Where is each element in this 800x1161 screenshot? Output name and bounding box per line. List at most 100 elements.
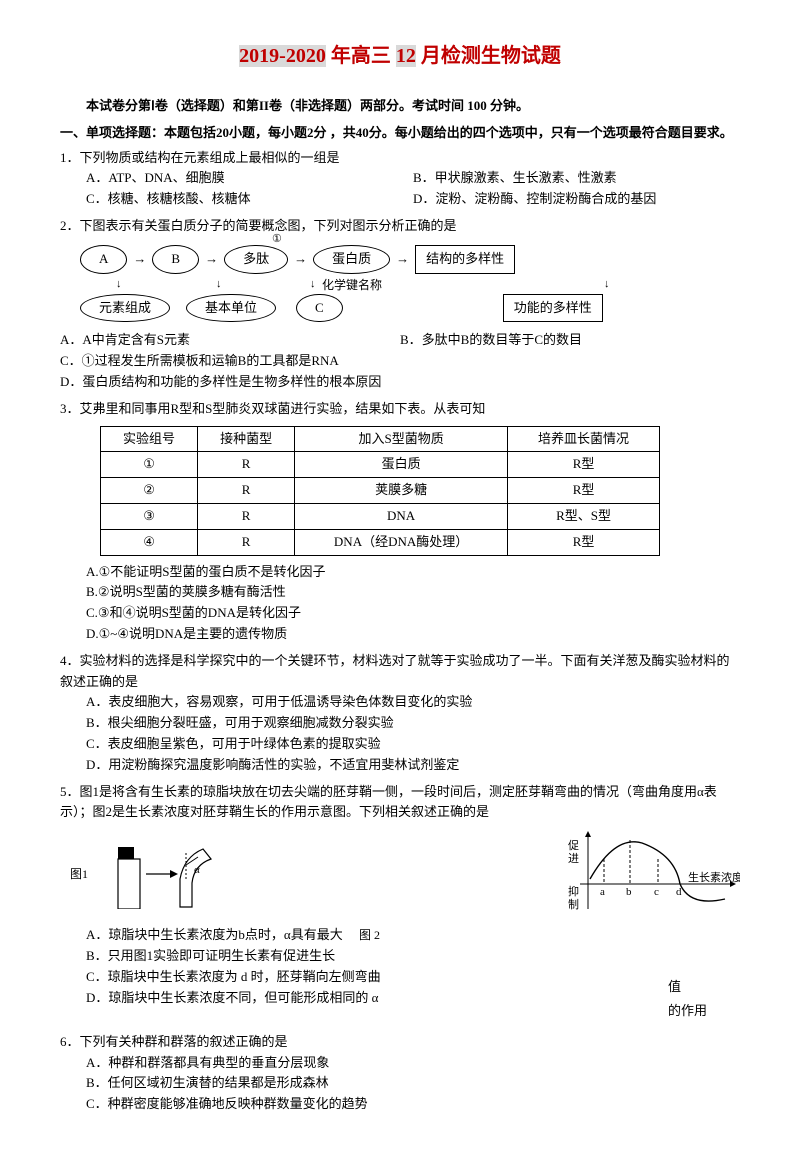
q6-opt-a: A．种群和群落都具有典型的垂直分层现象 <box>86 1053 740 1074</box>
svg-text:制: 制 <box>568 898 579 911</box>
q3-opt-d: D.①~④说明DNA是主要的遗传物质 <box>86 624 740 645</box>
node-polypeptide: 多肽 <box>224 245 288 274</box>
q2-opt-b: B．多肽中B的数目等于C的数目 <box>400 330 582 351</box>
arrow-icon: → <box>294 249 307 270</box>
q3-opt-b: B.②说明S型菌的荚膜多糖有酶活性 <box>86 582 740 603</box>
title-hl2: 12 <box>396 45 416 67</box>
q5-opt-a: A．琼脂块中生长素浓度为b点时，α具有最大 图 2 <box>86 925 660 946</box>
arrow-down-icon: ↓ <box>604 276 610 294</box>
question-1: 1．下列物质或结构在元素组成上最相似的一组是 A．ATP、DNA、细胞膜 B．甲… <box>60 148 740 210</box>
q5-opt-d: D．琼脂块中生长素浓度不同，但可能形成相同的 α <box>86 988 660 1009</box>
question-2: 2．下图表示有关蛋白质分子的简要概念图，下列对图示分析正确的是 A → B → … <box>60 216 740 393</box>
page-title: 2019-2020 年高三 12 月检测生物试题 <box>60 40 740 72</box>
q1-opt-c: C．核糖、核糖核酸、核糖体 <box>86 189 413 210</box>
q6-opt-b: B．任何区域初生演替的结果都是形成森林 <box>86 1073 740 1094</box>
th: 实验组号 <box>101 426 198 452</box>
q4-opt-a: A．表皮细胞大，容易观察，可用于低温诱导染色体数目变化的实验 <box>86 692 740 713</box>
q5-right2: 的作用 <box>668 999 740 1022</box>
arrow-icon: → <box>205 249 218 270</box>
td: R <box>198 529 295 555</box>
td: R <box>198 478 295 504</box>
q4-opt-d: D．用淀粉酶探究温度影响酶活性的实验，不适宜用斐林试剂鉴定 <box>86 755 740 776</box>
svg-text:促: 促 <box>568 838 579 852</box>
td: R型、S型 <box>508 503 660 529</box>
q6-opt-c: C．种群密度能够准确地反映种群数量变化的趋势 <box>86 1094 740 1115</box>
td: ③ <box>101 503 198 529</box>
td: ④ <box>101 529 198 555</box>
th: 接种菌型 <box>198 426 295 452</box>
td: R型 <box>508 529 660 555</box>
q5-fig1-svg: α <box>108 839 218 909</box>
q2-diagram: A → B → ① 多肽 → 蛋白质 → 结构的多样性 ↓ 化学键名称 ↓ ↓ … <box>80 245 680 323</box>
q3-opt-a: A.①不能证明S型菌的蛋白质不是转化因子 <box>86 562 740 583</box>
q1-opt-b: B．甲状腺激素、生长激素、性激素 <box>413 168 740 189</box>
arrow-down-icon: ↓ <box>310 276 316 294</box>
table-row: ①R蛋白质R型 <box>101 452 660 478</box>
q5-opt-c: C．琼脂块中生长素浓度为 d 时，胚芽鞘向左侧弯曲 <box>86 967 660 988</box>
td: R型 <box>508 478 660 504</box>
td: R型 <box>508 452 660 478</box>
svg-text:抑: 抑 <box>568 884 579 898</box>
arrow-icon: → <box>133 249 146 270</box>
q4-text: 4．实验材料的选择是科学探究中的一个关键环节，材料选对了就等于实验成功了一半。下… <box>60 651 740 693</box>
table-row: ④RDNA（经DNA酶处理）R型 <box>101 529 660 555</box>
q5-a-text: A．琼脂块中生长素浓度为b点时，α具有最大 <box>86 927 343 942</box>
circ1-label: ① <box>272 231 282 249</box>
node-c: C <box>296 294 343 323</box>
node-b: B <box>152 245 199 274</box>
q4-opt-c: C．表皮细胞呈紫色，可用于叶绿体色素的提取实验 <box>86 734 740 755</box>
title-mid1: 年高三 <box>326 45 396 67</box>
svg-text:进: 进 <box>568 852 579 865</box>
q5-right1: 值 <box>668 975 740 998</box>
td: DNA（经DNA酶处理） <box>295 529 508 555</box>
q4-opt-b: B．根尖细胞分裂旺盛，可用于观察细胞减数分裂实验 <box>86 713 740 734</box>
xtick-b: b <box>626 886 632 898</box>
q3-opt-c: C.③和④说明S型菌的DNA是转化因子 <box>86 603 740 624</box>
fig1-label: 图1 <box>70 865 88 884</box>
td: R <box>198 503 295 529</box>
td: DNA <box>295 503 508 529</box>
td: ① <box>101 452 198 478</box>
q5-fig2-svg: a b c d 生长素浓度 促 进 抑 制 <box>560 829 740 919</box>
th: 培养皿长菌情况 <box>508 426 660 452</box>
svg-text:生长素浓度: 生长素浓度 <box>688 870 740 884</box>
section1-heading: 一、单项选择题：本题包括20小题，每小题2分 ，共40分。每小题给出的四个选项中… <box>60 123 740 144</box>
title-hl1: 2019-2020 <box>239 45 326 67</box>
td: 荚膜多糖 <box>295 478 508 504</box>
q2-opt-a: A．A中肯定含有S元素 <box>60 330 400 351</box>
arrow-icon: → <box>396 249 409 270</box>
node-a: A <box>80 245 127 274</box>
node-func-diversity: 功能的多样性 <box>503 294 603 323</box>
td: ② <box>101 478 198 504</box>
question-4: 4．实验材料的选择是科学探究中的一个关键环节，材料选对了就等于实验成功了一半。下… <box>60 651 740 776</box>
q1-text: 1．下列物质或结构在元素组成上最相似的一组是 <box>60 148 740 169</box>
arrow-down-icon: ↓ <box>216 276 222 294</box>
exam-intro: 本试卷分第Ⅰ卷（选择题）和第II卷（非选择题）两部分。考试时间 100 分钟。 <box>60 96 740 117</box>
svg-text:α: α <box>194 864 200 876</box>
q1-opt-a: A．ATP、DNA、细胞膜 <box>86 168 413 189</box>
table-row: ②R荚膜多糖R型 <box>101 478 660 504</box>
q2-opt-d: D．蛋白质结构和功能的多样性是生物多样性的根本原因 <box>60 372 740 393</box>
node-protein: 蛋白质 <box>313 245 390 274</box>
table-row: ③RDNAR型、S型 <box>101 503 660 529</box>
th: 加入S型菌物质 <box>295 426 508 452</box>
arrow-down-icon: ↓ <box>116 276 122 294</box>
q6-text: 6．下列有关种群和群落的叙述正确的是 <box>60 1032 740 1053</box>
xtick-c: c <box>654 886 659 898</box>
q5-opt-b: B．只用图1实验即可证明生长素有促进生长 <box>86 946 660 967</box>
td: R <box>198 452 295 478</box>
question-6: 6．下列有关种群和群落的叙述正确的是 A．种群和群落都具有典型的垂直分层现象 B… <box>60 1032 740 1115</box>
q2-text: 2．下图表示有关蛋白质分子的简要概念图，下列对图示分析正确的是 <box>60 216 740 237</box>
q5-text: 5．图1是将含有生长素的琼脂块放在切去尖端的胚芽鞘一侧，一段时间后，测定胚芽鞘弯… <box>60 782 740 824</box>
q3-text: 3．艾弗里和同事用R型和S型肺炎双球菌进行实验，结果如下表。从表可知 <box>60 399 740 420</box>
title-mid2: 月检测生物试题 <box>416 45 561 67</box>
node-basic-unit: 基本单位 <box>186 294 276 323</box>
xtick-a: a <box>600 886 605 898</box>
q1-opt-d: D．淀粉、淀粉酶、控制淀粉酶合成的基因 <box>413 189 740 210</box>
td: 蛋白质 <box>295 452 508 478</box>
xtick-d: d <box>676 886 682 898</box>
q3-table: 实验组号 接种菌型 加入S型菌物质 培养皿长菌情况 ①R蛋白质R型 ②R荚膜多糖… <box>100 426 660 556</box>
chem-label: 化学键名称 <box>322 276 382 295</box>
node-element: 元素组成 <box>80 294 170 323</box>
node-struct-diversity: 结构的多样性 <box>415 245 515 274</box>
